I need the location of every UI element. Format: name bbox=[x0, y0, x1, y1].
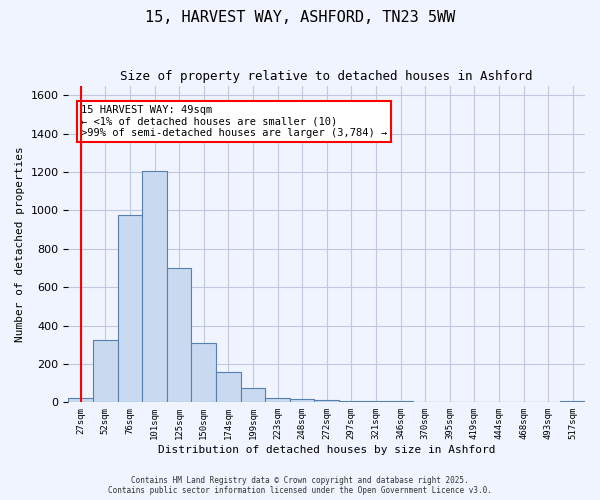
Bar bbox=[142, 171, 167, 402]
Text: Contains HM Land Registry data © Crown copyright and database right 2025.
Contai: Contains HM Land Registry data © Crown c… bbox=[108, 476, 492, 495]
Bar bbox=[241, 388, 265, 402]
Bar bbox=[191, 343, 216, 402]
Bar bbox=[290, 400, 314, 402]
Bar bbox=[118, 215, 142, 402]
X-axis label: Distribution of detached houses by size in Ashford: Distribution of detached houses by size … bbox=[158, 445, 496, 455]
Text: 15 HARVEST WAY: 49sqm
← <1% of detached houses are smaller (10)
>99% of semi-det: 15 HARVEST WAY: 49sqm ← <1% of detached … bbox=[81, 105, 387, 138]
Bar bbox=[314, 400, 339, 402]
Text: 15, HARVEST WAY, ASHFORD, TN23 5WW: 15, HARVEST WAY, ASHFORD, TN23 5WW bbox=[145, 10, 455, 25]
Bar bbox=[68, 398, 93, 402]
Title: Size of property relative to detached houses in Ashford: Size of property relative to detached ho… bbox=[121, 70, 533, 83]
Bar bbox=[265, 398, 290, 402]
Bar bbox=[167, 268, 191, 402]
Bar bbox=[216, 372, 241, 402]
Bar bbox=[560, 401, 585, 402]
Y-axis label: Number of detached properties: Number of detached properties bbox=[15, 146, 25, 342]
Bar bbox=[93, 340, 118, 402]
